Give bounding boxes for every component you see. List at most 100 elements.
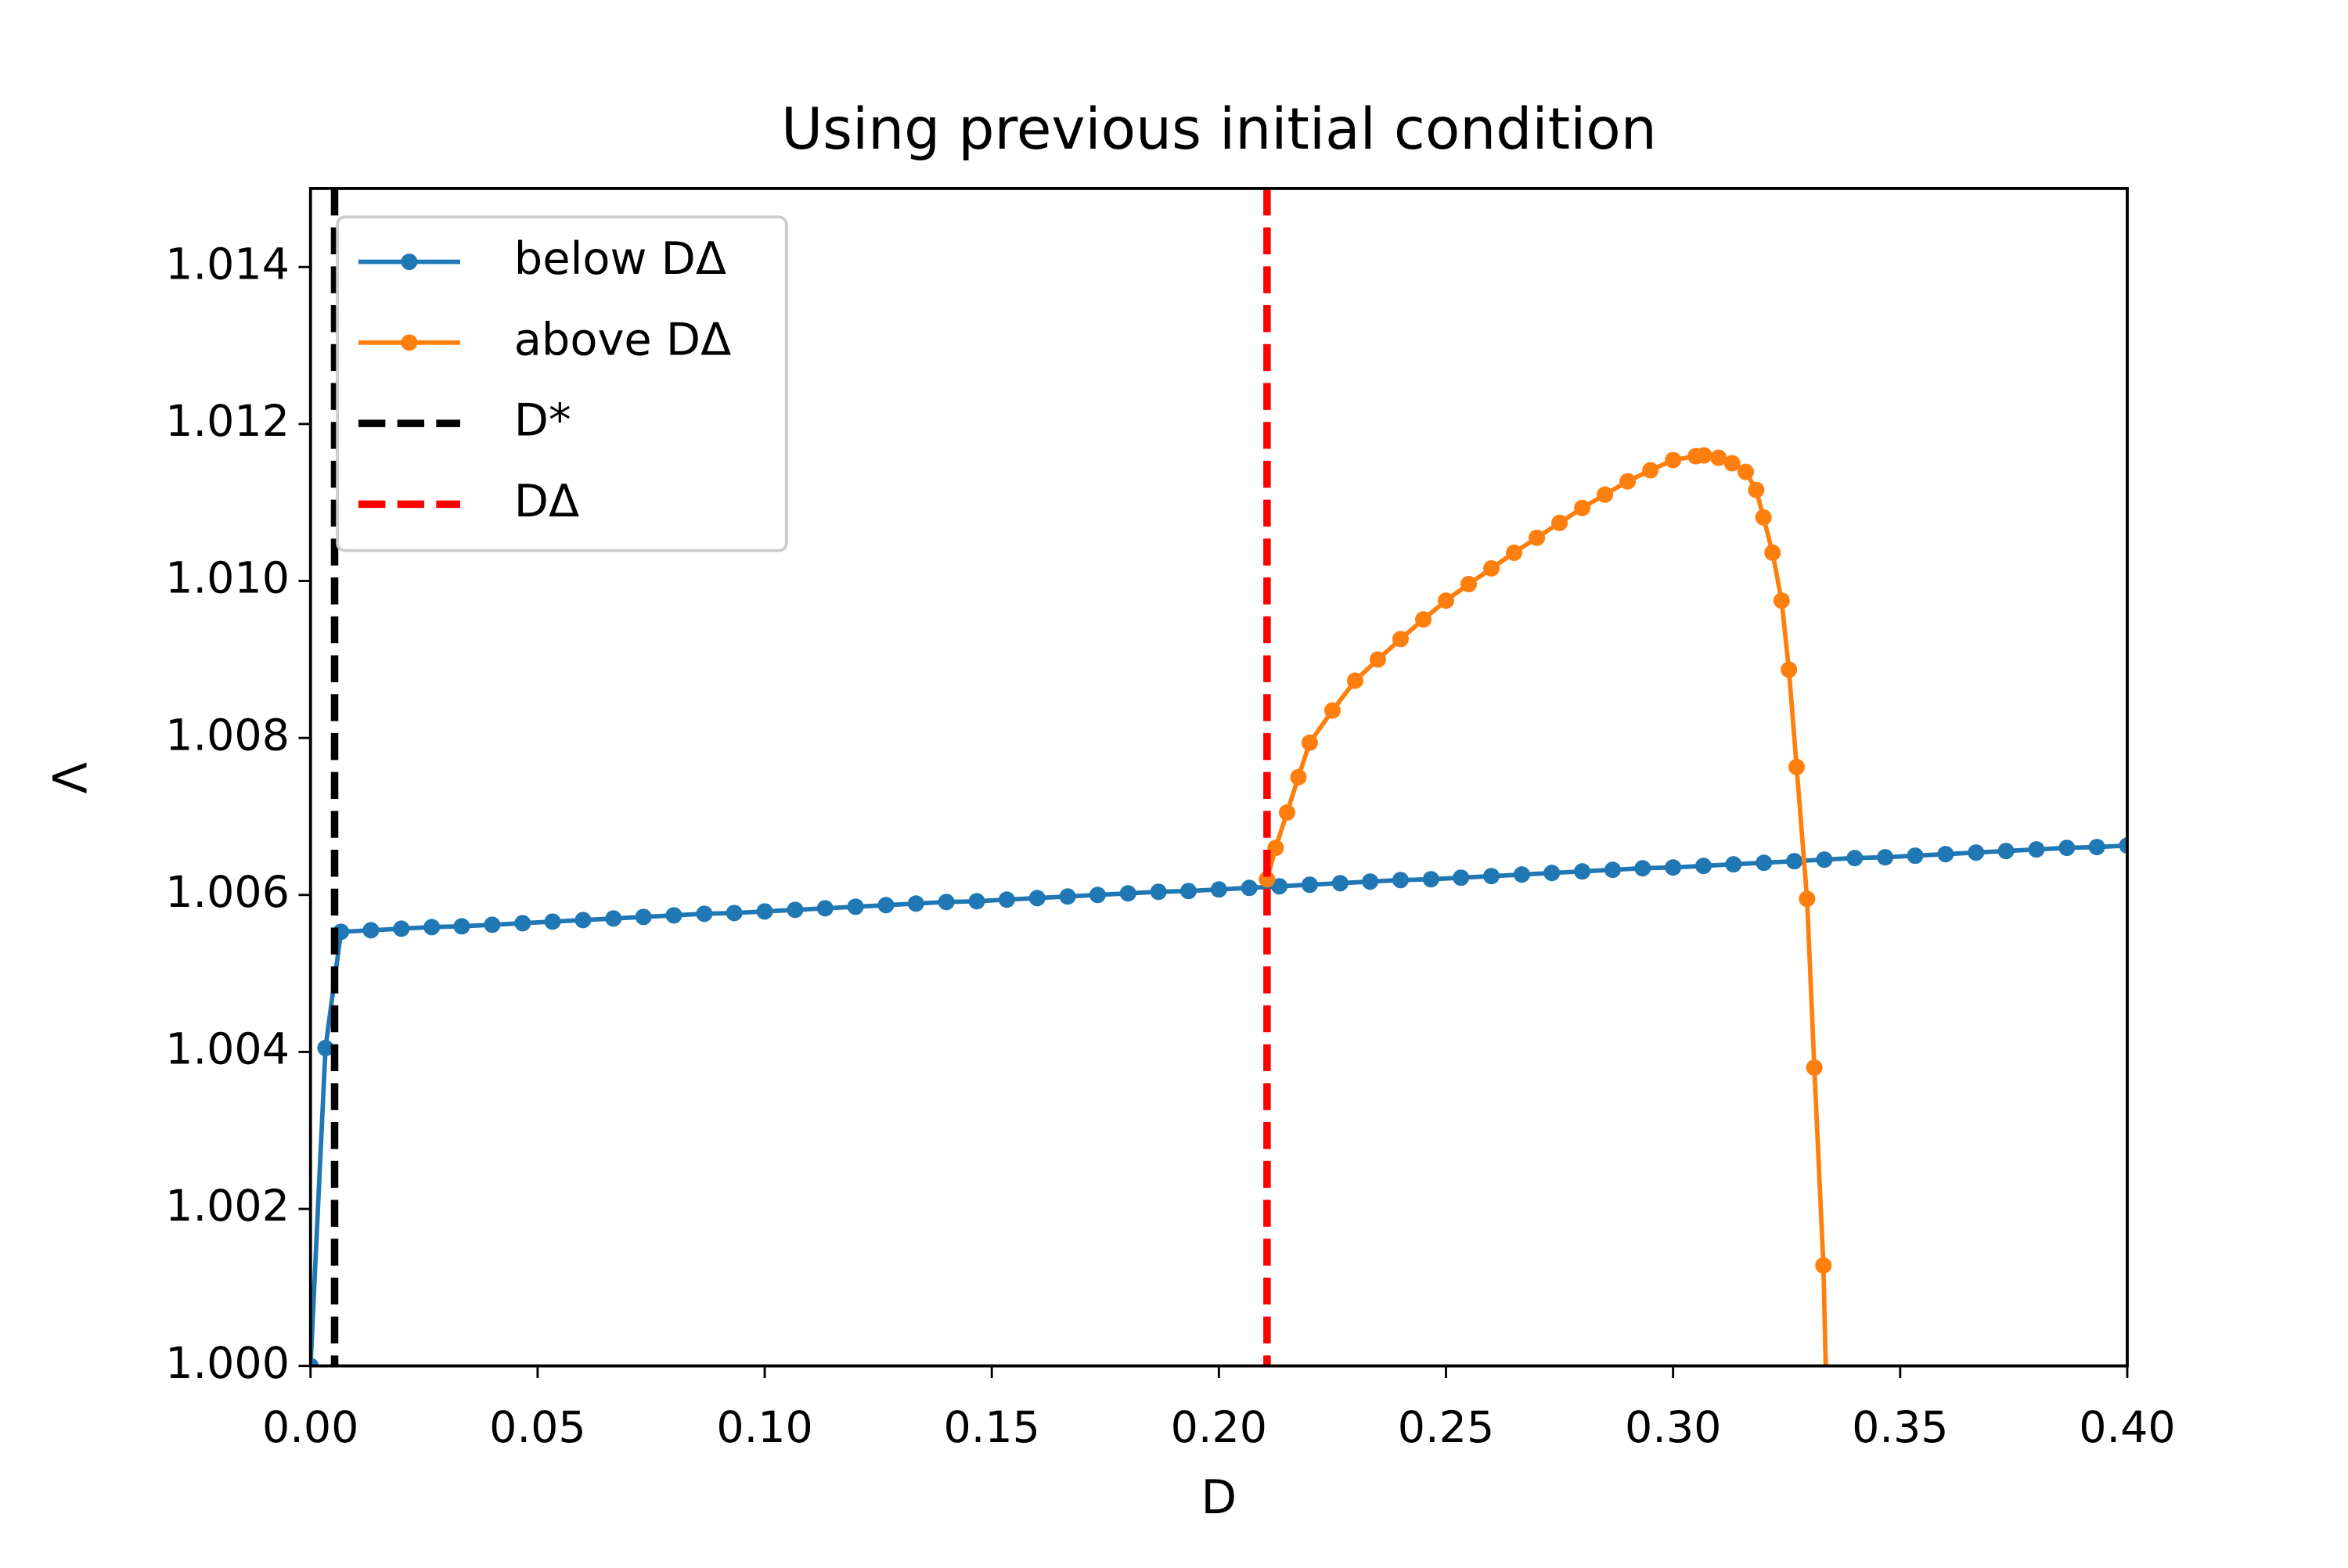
data-point: [1119, 885, 1136, 902]
data-point: [1290, 768, 1307, 786]
data-point: [514, 915, 531, 932]
plot-area: [310, 188, 2127, 1453]
x-tick-label: 0.00: [262, 1403, 358, 1453]
data-point: [1642, 462, 1659, 479]
data-point: [1806, 1059, 1823, 1077]
data-point: [1437, 592, 1455, 610]
data-point: [1414, 611, 1432, 628]
x-axis-label: D: [1201, 1470, 1237, 1524]
data-point: [1323, 702, 1341, 719]
data-point: [756, 903, 773, 920]
data-point: [1710, 449, 1727, 466]
data-point: [1369, 651, 1386, 668]
y-tick-label: 1.000: [165, 1339, 290, 1389]
data-point: [635, 908, 652, 926]
data-point: [362, 922, 380, 939]
data-point: [1725, 856, 1742, 873]
legend-label: above DΔ: [514, 313, 732, 365]
data-point: [1665, 451, 1682, 469]
data-point: [1799, 890, 1816, 908]
data-point: [847, 898, 864, 915]
x-tick-label: 0.40: [2079, 1403, 2175, 1453]
data-point: [726, 904, 743, 922]
data-point: [1362, 873, 1379, 890]
data-point: [1460, 576, 1478, 593]
x-tick-label: 0.10: [716, 1403, 812, 1453]
data-point: [1271, 878, 1288, 895]
data-point: [1634, 860, 1651, 877]
data-point: [938, 894, 955, 911]
x-tick-label: 0.20: [1171, 1403, 1267, 1453]
data-point: [877, 897, 895, 914]
data-point: [1695, 447, 1712, 464]
data-point: [317, 1039, 334, 1056]
y-tick-label: 1.008: [165, 710, 290, 761]
data-point: [907, 895, 924, 912]
data-point: [1551, 514, 1568, 531]
data-point: [1773, 592, 1790, 610]
data-point: [696, 905, 713, 922]
data-point: [1529, 529, 1546, 546]
data-point: [423, 919, 441, 936]
data-point: [998, 891, 1015, 908]
data-point: [968, 893, 985, 910]
data-point: [1756, 854, 1773, 872]
data-point: [574, 912, 592, 929]
data-point: [1786, 853, 1803, 870]
data-point: [1907, 847, 1924, 865]
data-point: [484, 916, 501, 933]
data-point: [1543, 865, 1561, 882]
data-point: [1483, 868, 1500, 885]
data-point: [1506, 544, 1523, 561]
data-point: [1665, 859, 1682, 876]
data-point: [1819, 1437, 1835, 1453]
data-point: [1723, 455, 1741, 472]
y-axis-label: Λ: [44, 762, 98, 794]
data-point: [1619, 473, 1637, 490]
data-point: [544, 913, 561, 930]
data-point: [1877, 849, 1894, 866]
data-point: [1483, 559, 1500, 577]
data-point: [453, 918, 470, 935]
legend-label: below DΔ: [514, 232, 726, 285]
legend-marker: [401, 254, 418, 271]
data-point: [1781, 661, 1798, 678]
data-point: [1695, 858, 1712, 875]
data-point: [1259, 871, 1276, 888]
legend-label: DΔ: [514, 475, 579, 527]
data-point: [1210, 881, 1227, 898]
x-tick-label: 0.30: [1625, 1403, 1721, 1453]
data-point: [665, 907, 682, 924]
data-point: [1816, 851, 1833, 869]
data-point: [1150, 883, 1167, 901]
data-point: [1267, 840, 1284, 857]
data-point: [1788, 758, 1806, 775]
x-tick-label: 0.25: [1398, 1403, 1494, 1453]
data-point: [1301, 734, 1318, 751]
data-point: [1392, 872, 1409, 889]
data-point: [1997, 843, 2015, 860]
y-tick-label: 1.014: [165, 239, 290, 290]
legend-box: [336, 215, 788, 552]
data-point: [1453, 869, 1470, 886]
data-point: [1346, 672, 1363, 689]
data-point: [1937, 846, 1954, 863]
data-point: [1574, 863, 1591, 880]
y-tick-label: 1.004: [165, 1025, 290, 1075]
data-point: [1422, 871, 1439, 888]
data-point: [1968, 844, 1985, 861]
x-tick-label: 0.15: [943, 1403, 1039, 1453]
data-point: [1301, 876, 1318, 894]
data-point: [1815, 1257, 1832, 1274]
data-point: [1748, 481, 1765, 498]
axes-frame: [308, 187, 2129, 1368]
legend-marker: [401, 334, 418, 351]
data-point: [2088, 839, 2105, 856]
data-point: [2058, 840, 2076, 857]
data-point: [1392, 631, 1409, 648]
data-point: [1574, 499, 1591, 516]
x-tick-label: 0.35: [1852, 1403, 1948, 1453]
y-tick-label: 1.012: [165, 397, 290, 447]
data-point: [310, 1358, 319, 1366]
